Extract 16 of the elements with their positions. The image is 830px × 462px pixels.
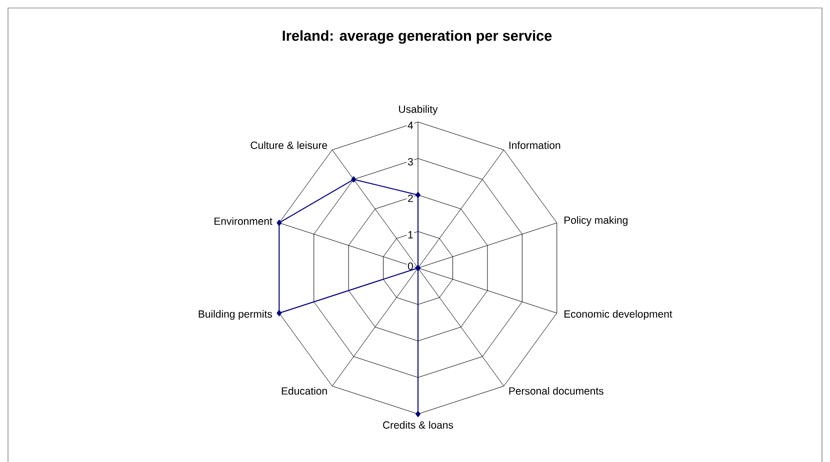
spoke-label: Culture & leisure — [250, 141, 328, 149]
y-tick-label: 2 — [408, 194, 413, 202]
y-tick-label: 1 — [408, 231, 413, 238]
spoke-label: Personal documents — [509, 386, 604, 395]
spoke-label: Information — [509, 141, 560, 149]
spoke-label: Education — [282, 386, 327, 395]
y-tick-label: 3 — [408, 158, 413, 166]
spoke-label: Credits & loans — [383, 421, 454, 429]
chart-title: Ireland: average generation per service — [282, 30, 552, 44]
spoke-label: Environment — [214, 217, 272, 225]
y-tick-label: 0 — [408, 262, 413, 270]
spoke-label: Usability — [399, 105, 438, 115]
spoke-label: Building permits — [198, 310, 272, 320]
spoke-label: Economic development — [564, 310, 672, 320]
spoke-label: Policy making — [564, 216, 628, 226]
y-tick-label: 4 — [408, 122, 414, 129]
